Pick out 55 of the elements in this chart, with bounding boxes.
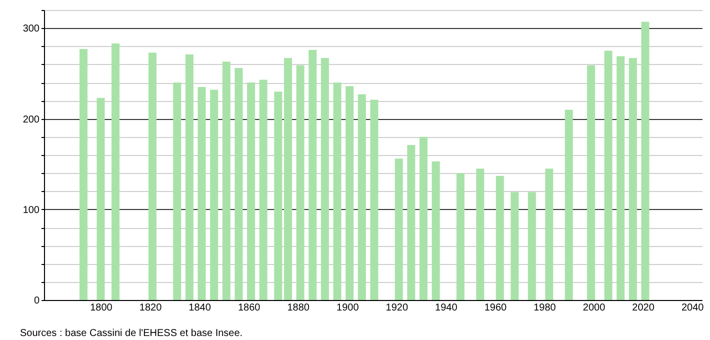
x-tick-label: 1820 [139, 302, 162, 314]
x-tick-label: 2020 [632, 302, 655, 314]
bar [308, 50, 317, 300]
bar [616, 56, 625, 300]
bar [370, 100, 378, 300]
bar [476, 168, 484, 300]
bar [456, 173, 464, 300]
bar [432, 161, 440, 300]
bar [628, 58, 637, 300]
bar [296, 65, 304, 300]
bar [545, 168, 554, 300]
y-tick-label: 100 [22, 204, 40, 216]
bar [148, 52, 156, 300]
y-tick-label: 0 [34, 296, 40, 306]
bar [641, 22, 650, 300]
x-tick-label: 1840 [188, 302, 212, 314]
bar [420, 136, 428, 300]
bar [234, 68, 243, 300]
bar [333, 82, 342, 300]
bar [222, 62, 230, 300]
bar [284, 58, 292, 300]
bar [564, 110, 573, 300]
x-tick-label: 1900 [336, 302, 360, 314]
x-tick-label: 1940 [435, 302, 458, 314]
bar [198, 87, 206, 300]
x-tick-label: 2000 [582, 302, 606, 314]
bar [587, 65, 596, 300]
x-tick-label: 1960 [484, 302, 508, 314]
x-tick-label: 1980 [534, 302, 556, 314]
bar [185, 54, 194, 300]
bar [358, 94, 366, 300]
bar [510, 192, 519, 300]
bar [79, 48, 88, 300]
x-tick-label: 1800 [90, 302, 113, 314]
bar [496, 176, 504, 300]
source-note: Sources : base Cassini de l'EHESS et base Insee. [20, 328, 243, 339]
y-tick-label: 300 [22, 24, 40, 35]
bar [407, 145, 416, 300]
bar [320, 58, 329, 300]
bar [210, 90, 218, 300]
x-tick-label: 1920 [386, 302, 408, 314]
bar [96, 98, 105, 300]
bar [259, 80, 268, 300]
bar [112, 44, 120, 300]
x-tick-label: 2040 [681, 302, 704, 314]
bar [346, 86, 354, 300]
bar [274, 92, 282, 300]
bar [394, 158, 403, 300]
bar [247, 82, 256, 300]
bar [173, 82, 182, 300]
x-tick-label: 1860 [238, 302, 261, 314]
y-tick-label: 200 [22, 114, 40, 126]
bar [604, 50, 612, 300]
x-tick-label: 1880 [287, 302, 310, 314]
bar [528, 192, 536, 300]
